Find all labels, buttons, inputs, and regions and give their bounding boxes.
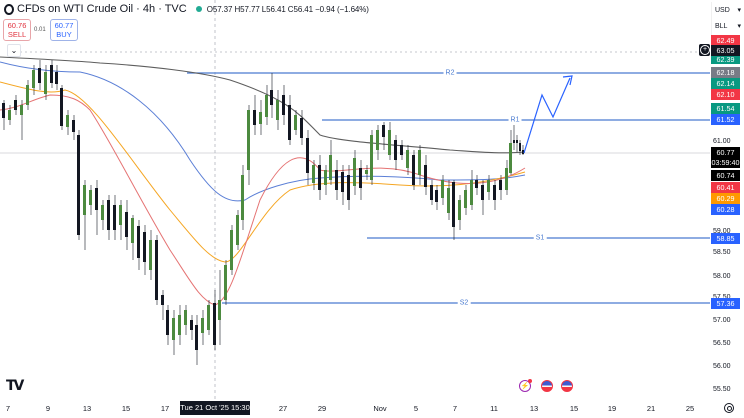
time-tick: 7 bbox=[452, 404, 458, 413]
add-alert-button[interactable] bbox=[699, 44, 710, 56]
ma-black-label: 60.74 bbox=[711, 170, 740, 181]
price-tick: 56.50 bbox=[713, 340, 731, 347]
time-tick: Nov bbox=[373, 404, 387, 413]
countdown-label: 03:59:40 bbox=[711, 157, 740, 168]
price-label: 62.39 bbox=[711, 56, 740, 64]
time-tick: 13 bbox=[529, 404, 539, 413]
market-status-icon bbox=[195, 6, 202, 12]
buy-button[interactable]: 60.77 BUY bbox=[50, 19, 78, 41]
settings-icon[interactable] bbox=[724, 403, 734, 413]
tradingview-logo[interactable]: TV bbox=[6, 378, 24, 394]
time-tick: 7 bbox=[5, 404, 11, 413]
symbol-title[interactable]: CFDs on WTI Crude Oil · 4h · TVC bbox=[17, 3, 187, 15]
flash-event-icon[interactable]: ⚡ bbox=[519, 379, 532, 392]
time-tick: 27 bbox=[278, 404, 288, 413]
price-tick: 58.00 bbox=[713, 273, 731, 280]
ma-orange-label: 60.29 bbox=[711, 193, 740, 204]
symbol-header: CFDs on WTI Crude Oil · 4h · TVC O57.37 … bbox=[4, 2, 369, 16]
price-label-r2: 62.18 bbox=[711, 67, 740, 78]
time-tick: 15 bbox=[121, 404, 131, 413]
price-tick: 56.00 bbox=[713, 363, 731, 370]
sell-label: SELL bbox=[7, 30, 27, 39]
s2-label: S2 bbox=[457, 299, 471, 307]
price-label: 62.10 bbox=[711, 89, 740, 100]
symbol-logo-icon bbox=[4, 3, 14, 15]
price-tick: 55.50 bbox=[713, 386, 731, 393]
spread-value: 0.01 bbox=[34, 27, 46, 33]
buy-label: BUY bbox=[56, 30, 72, 39]
time-tick: 9 bbox=[45, 404, 51, 413]
us-event-icon[interactable] bbox=[541, 380, 553, 392]
price-label-s1: 58.85 bbox=[711, 233, 740, 244]
sell-button[interactable]: 60.76 SELL bbox=[3, 19, 31, 41]
s1-label: S1 bbox=[533, 234, 547, 242]
ma-red-label: 60.41 bbox=[711, 182, 740, 193]
time-tick: 5 bbox=[413, 404, 419, 413]
collapse-legend-button[interactable]: ⌄ bbox=[7, 44, 21, 57]
time-cursor-label: Tue 21 Oct '25 15:30 bbox=[180, 401, 250, 415]
time-tick: 15 bbox=[569, 404, 579, 413]
currency-unit[interactable]: USD ▾ bbox=[715, 6, 741, 15]
buy-price: 60.77 bbox=[54, 21, 74, 30]
time-tick: 17 bbox=[160, 404, 170, 413]
price-label-crosshair: 63.05 bbox=[711, 45, 740, 56]
current-price-label: 60.77 bbox=[711, 147, 740, 158]
candles bbox=[2, 60, 524, 365]
price-tick: 61.00 bbox=[713, 138, 731, 145]
sell-price: 60.76 bbox=[7, 21, 27, 30]
time-tick: 29 bbox=[317, 404, 327, 413]
ma-blue-label: 60.28 bbox=[711, 204, 740, 215]
price-label: 62.49 bbox=[711, 35, 740, 46]
price-tick: 57.00 bbox=[713, 317, 731, 324]
currency-scale[interactable]: BLL ▾ bbox=[715, 22, 741, 31]
price-label-r1: 61.52 bbox=[711, 114, 740, 125]
projection-arrow bbox=[523, 77, 571, 154]
price-label: 62.14 bbox=[711, 78, 740, 89]
us-event-icon[interactable] bbox=[561, 380, 573, 392]
price-tick: 58.50 bbox=[713, 249, 731, 256]
time-tick: 13 bbox=[82, 404, 92, 413]
time-tick: 19 bbox=[607, 404, 617, 413]
price-tick: 59.00 bbox=[713, 228, 731, 235]
ohlc-values: O57.37 H57.77 L56.41 C56.41 −0.94 (−1.64… bbox=[206, 4, 369, 14]
price-tick: 57.50 bbox=[713, 294, 731, 301]
chevron-down-icon: ⌄ bbox=[10, 46, 18, 55]
r2-label: R2 bbox=[443, 69, 457, 77]
price-label-s2: 57.36 bbox=[711, 298, 740, 309]
currency-selector[interactable]: USD ▾ BLL ▾ bbox=[711, 2, 744, 36]
time-tick: 25 bbox=[685, 404, 695, 413]
time-tick: 21 bbox=[646, 404, 656, 413]
r1-label: R1 bbox=[508, 116, 522, 124]
time-tick: 11 bbox=[490, 404, 498, 413]
price-label: 61.54 bbox=[711, 103, 740, 114]
